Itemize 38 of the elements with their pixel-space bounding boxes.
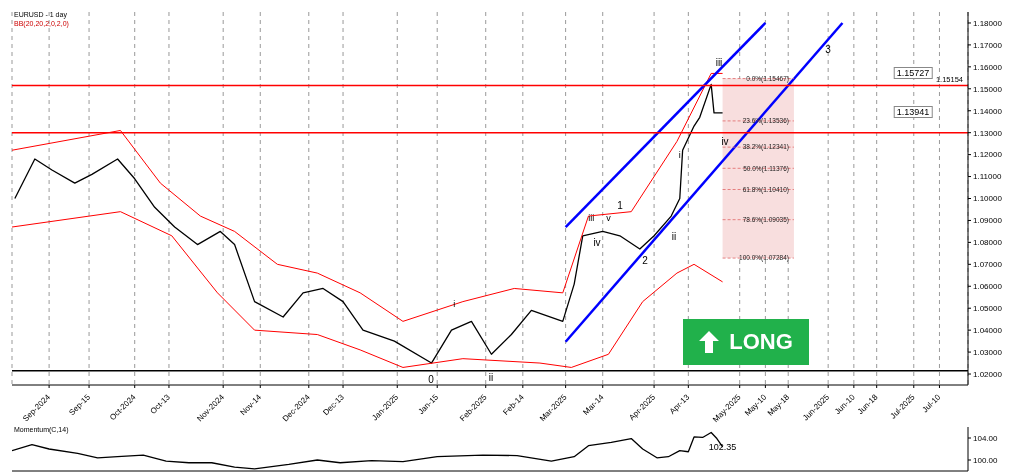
annotation: 1.13941	[893, 106, 933, 118]
annotation: ii	[671, 230, 677, 242]
annotation: LONG	[729, 329, 793, 355]
y-tick-label: 1.05000	[973, 304, 1003, 314]
y-tick-label: 1.18000	[973, 18, 1003, 28]
y-tick-label: 1.03000	[973, 347, 1003, 357]
y-tick-label: 1.14000	[973, 106, 1003, 116]
annotation: 1.15727	[893, 67, 933, 79]
y-tick-label: 1.12000	[973, 150, 1003, 160]
annotation: i	[453, 299, 456, 310]
annotation: iii	[715, 56, 723, 68]
y-tick-label: 100.00	[973, 455, 999, 465]
y-tick-label: 104.00	[973, 433, 999, 443]
y-tick-label: 1.17000	[973, 40, 1003, 50]
annotation: 1	[617, 199, 623, 211]
y-tick-label: 1.16000	[973, 62, 1003, 72]
y-tick-label: 1.02000	[973, 369, 1003, 379]
y-tick-label: 1.06000	[973, 282, 1003, 292]
y-tick-label: 1.13000	[973, 128, 1003, 138]
annotation: iv	[721, 135, 729, 147]
y-tick-label: 1.08000	[973, 238, 1003, 248]
annotation: 102.35	[708, 442, 737, 453]
annotation: iii	[588, 213, 595, 224]
annotation: v	[606, 213, 612, 224]
y-tick-label: 1.10000	[973, 194, 1003, 204]
line-series	[12, 211, 724, 368]
annotation: i	[678, 149, 681, 160]
annotation: iv	[593, 236, 601, 248]
y-tick-label: 1.09000	[973, 216, 1003, 226]
annotation: 0	[428, 373, 434, 385]
y-tick-label: 1.11000	[973, 172, 1002, 182]
line-series	[14, 83, 724, 364]
annotation: 3	[825, 43, 831, 55]
y-tick-label: 1.04000	[973, 325, 1003, 335]
annotation: ii	[488, 371, 494, 383]
y-tick-label: 1.07000	[973, 260, 1003, 270]
annotation: 2	[642, 254, 648, 266]
y-tick-label: 1.15000	[973, 84, 1003, 94]
